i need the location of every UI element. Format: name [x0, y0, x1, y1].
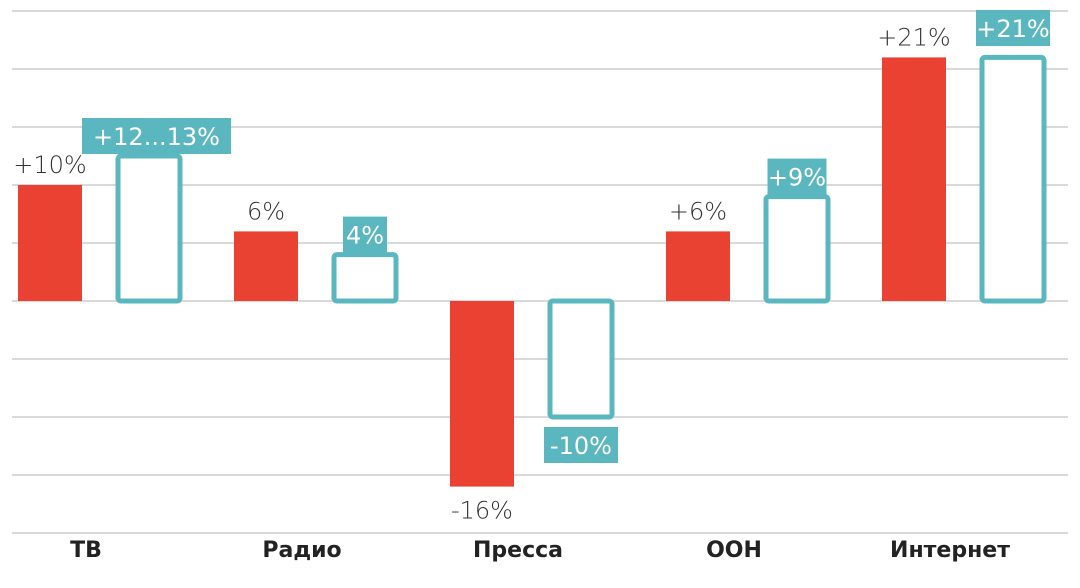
data-label-teal: +9%: [768, 164, 826, 192]
data-label-teal: 4%: [346, 222, 384, 250]
bar-red: [666, 231, 730, 301]
data-label-box: [82, 118, 231, 154]
data-label-teal: -10%: [550, 432, 612, 460]
data-label-red: +6%: [669, 197, 727, 225]
bar-red: [882, 57, 946, 302]
data-label-box: [343, 216, 387, 253]
category-label: Радио: [262, 538, 341, 563]
data-label-teal: +12...13%: [93, 123, 220, 151]
bars: [18, 54, 1047, 487]
category-label: Интернет: [890, 538, 1010, 563]
data-label-box: [544, 427, 618, 463]
data-label-box: [976, 10, 1050, 46]
bar-outline: [979, 54, 1047, 304]
data-label-box: [767, 158, 827, 195]
bar-red: [234, 231, 298, 301]
category-label: ТВ: [70, 538, 102, 563]
bar-outline: [115, 153, 183, 304]
category-label: OOH: [706, 538, 762, 563]
bar-outline: [331, 252, 399, 304]
bar-red: [450, 301, 514, 487]
bar-red: [18, 185, 82, 301]
data-labels: +10%+12...13% 6% 4% -16% -10% +6% +9% +21% +21%: [13, 10, 1050, 525]
bar-outline: [763, 194, 831, 304]
data-label-teal: +21%: [976, 15, 1049, 43]
data-label-red: -16%: [451, 497, 513, 525]
data-label-red: +10%: [13, 151, 86, 179]
data-label-red: 6%: [247, 197, 285, 225]
bar-outline: [547, 298, 615, 420]
category-label: Пресса: [473, 538, 563, 563]
category-labels: ТВ Радио Пресса OOH Интернет: [70, 538, 1010, 563]
data-label-red: +21%: [877, 23, 950, 51]
